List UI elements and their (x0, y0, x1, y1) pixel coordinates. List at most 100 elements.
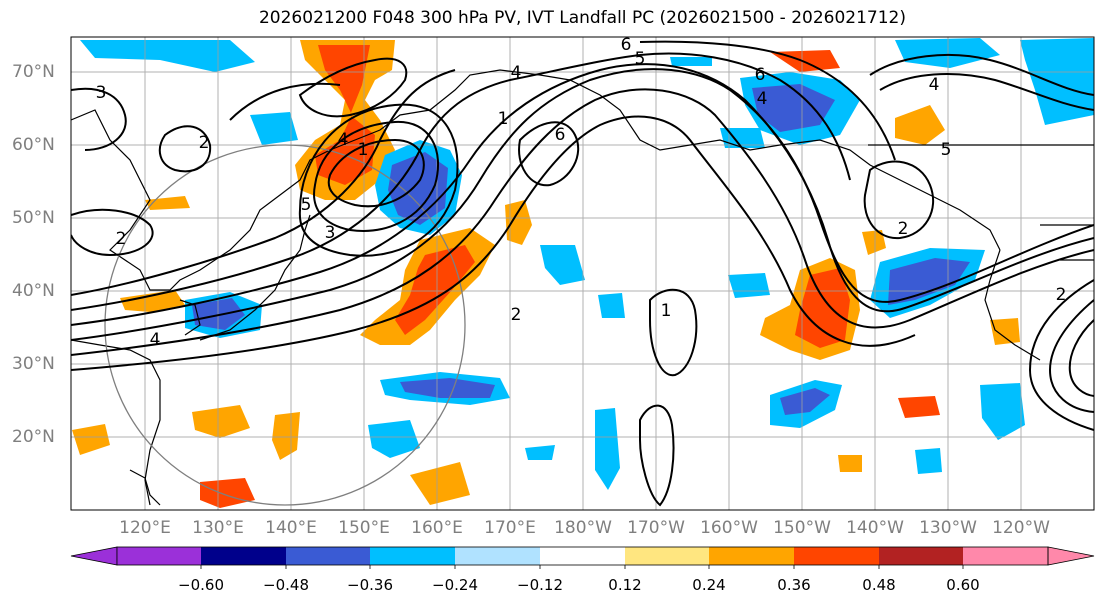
colorbar-frame (116, 546, 1049, 566)
contour-line (71, 69, 456, 296)
contour-line (863, 160, 935, 240)
contour-label: 2 (199, 133, 210, 153)
lon-label: 180°W (554, 518, 612, 538)
contour-line (313, 120, 440, 232)
contour-label: 2 (511, 305, 522, 325)
contour-label: 3 (325, 223, 336, 243)
pv-pos-core (795, 268, 850, 348)
lat-label: 60°N (12, 135, 55, 155)
landfall-radius-circle (104, 144, 466, 506)
contour-line (71, 68, 1094, 341)
pv-neg-blob (670, 57, 712, 66)
colorbar-tick-label: 0.24 (692, 576, 726, 594)
china-coast (71, 339, 161, 506)
pv-neg-blob (525, 445, 555, 460)
colorbar-tick-label: 0.48 (862, 576, 896, 594)
colorbar-tick-label: −0.36 (347, 576, 393, 594)
contour-label: 1 (358, 140, 369, 160)
colorbar-tick-label: −0.60 (178, 576, 224, 594)
map-frame (70, 36, 1095, 511)
pv-negative-areas (80, 38, 1094, 490)
lon-label: 120°W (992, 518, 1050, 538)
pv-neg-blob (80, 40, 255, 72)
lon-label: 130°E (192, 518, 244, 538)
contour-label: 6 (621, 35, 632, 55)
ivt-contours (71, 40, 1094, 507)
contour-label: 2 (898, 219, 909, 239)
contour-line (1068, 319, 1094, 397)
contour-label: 4 (338, 130, 349, 150)
contour-line (71, 87, 127, 151)
pv-pos-blob (895, 105, 945, 145)
contour-line (1048, 299, 1094, 413)
pv-neg-core (752, 84, 835, 132)
contour-line (869, 54, 1094, 96)
colorbar-segment (370, 547, 455, 565)
figure-title: 2026021200 F048 300 hPa PV, IVT Landfall… (258, 8, 906, 28)
alaska-coastline (779, 139, 1001, 251)
colorbar-tick-label: 0.12 (608, 576, 642, 594)
coastlines (71, 69, 1094, 506)
pv-neg-blob (728, 273, 770, 298)
colorbar-extend-max (1047, 546, 1095, 566)
colorbar-tick-label: −0.48 (263, 576, 309, 594)
lon-label: 150°W (773, 518, 831, 538)
colorbar-tick-label: −0.12 (517, 576, 563, 594)
contour-label: 6 (755, 65, 766, 85)
contour-label: 4 (511, 63, 522, 83)
pv-pos-blob (990, 318, 1020, 345)
lat-label: 40°N (12, 281, 55, 301)
colorbar-segment (286, 547, 370, 565)
pv-neg-blob (595, 408, 620, 490)
colorbar-segment (455, 547, 540, 565)
contour-label: 1 (498, 109, 509, 129)
pv-neg-core (780, 388, 830, 415)
colorbar-tick-label: 0.36 (777, 576, 811, 594)
philippines-outline (129, 469, 161, 506)
colorbar-segment (117, 547, 201, 565)
colorbar-segment (625, 547, 709, 565)
lon-label: 120°E (119, 518, 171, 538)
colorbar-segment (540, 547, 625, 565)
lon-label: 140°W (846, 518, 904, 538)
colorbar-segment (709, 547, 794, 565)
contour-line (639, 52, 851, 181)
colorbar-tick-label: 0.60 (946, 576, 980, 594)
contour-line (229, 82, 341, 121)
colorbar-segment (201, 547, 286, 565)
lat-label: 20°N (12, 427, 55, 447)
contour-label: 1 (661, 301, 672, 321)
pv-neg-core (888, 258, 970, 305)
contour-line (518, 121, 580, 187)
contour-line (71, 54, 641, 311)
colorbar-segment (794, 547, 879, 565)
contour-line (327, 138, 425, 208)
contour-line (71, 208, 154, 257)
pv-neg-blob (368, 420, 420, 458)
contour-line (298, 57, 408, 118)
pv-pos-blob (838, 455, 862, 472)
contour-label: 4 (150, 330, 161, 350)
colorbar-tick-label: −0.24 (432, 576, 478, 594)
contour-line (649, 288, 698, 377)
lat-label: 70°N (12, 62, 55, 82)
pv-neg-blob (540, 245, 585, 285)
pv-pos-blob (192, 405, 250, 438)
contour-line (298, 103, 459, 257)
contour-label: 4 (929, 75, 940, 95)
canada-borders (868, 144, 1094, 261)
contour-label: 6 (555, 125, 566, 145)
asia-coastline (71, 69, 781, 291)
pv-neg-blob (598, 293, 625, 318)
contour-line (158, 125, 212, 173)
lon-label: 140°E (265, 518, 317, 538)
contour-line (71, 115, 916, 371)
contour-label: 2 (116, 229, 127, 249)
north-america-coastline (984, 249, 1041, 361)
colorbar (70, 546, 1095, 569)
colorbar-segment (963, 547, 1048, 565)
colorbar-extend-min (70, 546, 118, 566)
contour-line (71, 88, 1094, 356)
